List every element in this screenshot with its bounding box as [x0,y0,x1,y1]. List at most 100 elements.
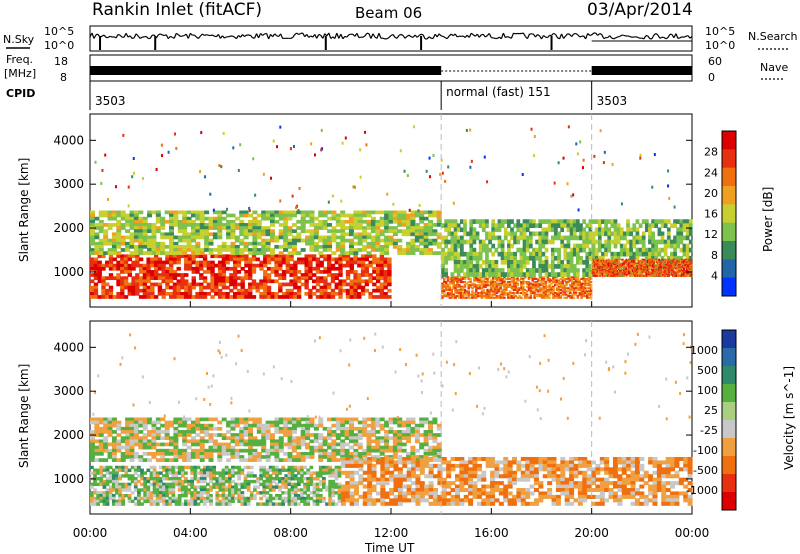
heatmap-cell [330,266,336,271]
heatmap-cell [406,213,412,218]
heatmap-cell [646,260,649,262]
heatmap-cell [554,284,557,287]
heatmap-cell [607,272,610,275]
heatmap-cell [265,238,271,243]
heatmap-cell [606,258,609,261]
heatmap-cell [446,288,450,291]
heatmap-cell [206,465,210,470]
nsky-trace-seg [258,33,262,39]
heatmap-cell [278,266,283,271]
heatmap-cell [338,282,343,287]
heatmap-cell [392,226,398,230]
heatmap-cell [289,279,294,284]
heatmap-cell [668,273,671,276]
heatmap-cell [291,238,297,243]
heatmap-cell [121,474,126,478]
heatmap-cell [315,263,321,268]
heatmap-cell [528,272,533,277]
heatmap-cell [383,273,388,277]
heatmap-cell [555,287,559,290]
heatmap-cell [214,276,219,281]
heatmap-cell [600,263,603,266]
heatmap-cell [173,210,179,215]
heatmap-cell [519,227,524,233]
heatmap-cell [384,251,390,255]
heatmap-cell [550,290,553,293]
nave-tick-bottom: 0 [708,71,715,84]
heatmap-cell [202,502,207,506]
heatmap-cell [116,282,121,287]
heatmap-cell [135,254,140,259]
heatmap-cell [118,482,122,487]
heatmap-cell [172,288,178,293]
heatmap-cell [503,255,508,261]
heatmap-cell [634,262,637,265]
nsky-panel [89,25,693,52]
heatmap-cell [569,251,574,257]
heatmap-cell [525,282,529,285]
heatmap-cell [572,247,577,253]
heatmap-cell [289,257,294,262]
heatmap-cell [225,285,230,290]
heatmap-cell [604,243,608,249]
nsky-trace-seg [623,34,626,37]
heatmap-cell [550,268,555,273]
heatmap-cell [401,210,407,215]
heatmap-cell [475,264,480,269]
heatmap-speck [639,153,642,157]
nsky-trace-seg [224,36,227,39]
heatmap-cell [665,273,668,276]
heatmap-cell [565,277,568,281]
heatmap-cell [550,285,553,288]
heatmap-cell [184,266,189,271]
heatmap-cell [471,290,474,293]
heatmap-cell [217,232,223,237]
heatmap-cell [586,277,589,281]
heatmap-cell [640,261,643,264]
heatmap-speck [575,142,578,146]
heatmap-cell [383,260,388,265]
heatmap-cell [651,265,654,267]
heatmap-cell [485,255,489,261]
heatmap-cell [334,291,339,296]
heatmap-cell [446,285,450,288]
heatmap-cell [607,273,610,276]
heatmap-cell [177,468,182,472]
heatmap-cell [283,235,289,240]
heatmap-cell [150,270,155,274]
heatmap-cell [453,247,458,253]
heatmap-cell [625,275,628,277]
heatmap-cell [236,282,242,287]
heatmap-cell [138,244,144,249]
heatmap-cell [471,293,474,296]
heatmap-cell [557,290,561,293]
heatmap-cell [152,502,157,506]
heatmap-cell [450,290,454,293]
heatmap-cell [397,210,403,215]
heatmap-cell [372,276,377,281]
heatmap-cell [538,282,542,285]
heatmap-cell [248,285,253,290]
heatmap-cell [226,244,232,249]
heatmap-cell [688,231,693,237]
heatmap-cell [680,266,683,269]
heatmap-cell [463,239,467,245]
heatmap-cell [370,223,376,227]
heatmap-cell [525,243,530,249]
heatmap-cell [293,282,298,287]
heatmap-cell [599,265,602,267]
heatmap-cell [589,277,593,281]
heatmap-cell [588,231,593,237]
heatmap-cell [628,262,630,265]
heatmap-cell [152,471,157,475]
heatmap-cell [651,272,655,277]
heatmap-cell [632,251,637,257]
heatmap-cell [441,276,444,279]
heatmap-cell [456,285,459,288]
heatmap-cell [681,273,684,276]
heatmap-cell [177,465,182,470]
heatmap-cell [566,235,571,241]
heatmap-cell [97,273,102,277]
heatmap-cell [190,477,195,481]
heatmap-cell [195,229,201,234]
